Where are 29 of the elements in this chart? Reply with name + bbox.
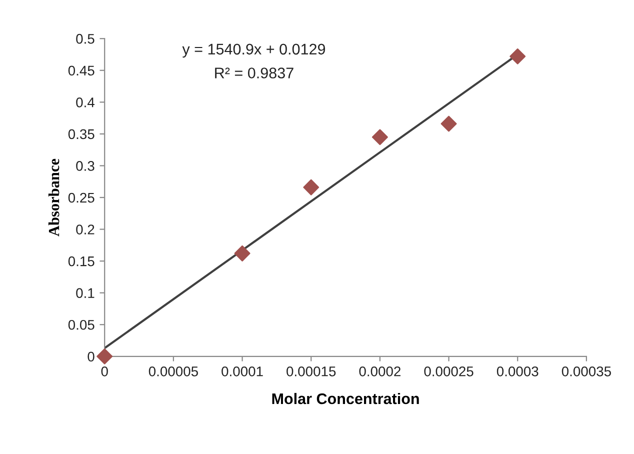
- x-tick-label: 0: [101, 366, 108, 376]
- annotation: R² = 0.9837: [215, 68, 294, 78]
- y-tick-label: 0.5: [76, 34, 94, 44]
- point: [440, 116, 457, 132]
- x-axis-title: Molar Concentration: [272, 392, 419, 404]
- x-tick-label: 0.00015: [286, 366, 336, 376]
- y-tick-label: 0.05: [68, 320, 94, 330]
- x-tick-label: 0.0001: [222, 366, 263, 376]
- y-tick-label: 0.2: [76, 224, 94, 234]
- point: [96, 348, 113, 364]
- x-tick-label: 0.00035: [562, 366, 611, 376]
- x-tick-label: 0.00005: [148, 366, 198, 376]
- x-tick-label: 0.00025: [424, 366, 474, 376]
- y-tick-label: 0.1: [76, 288, 94, 298]
- y-tick-label: 0: [88, 352, 94, 362]
- y-tick-label: 0.15: [68, 256, 94, 266]
- x-tick-label: 0.0002: [359, 366, 400, 376]
- y-tick-label: 0.25: [68, 192, 94, 203]
- y-tick-label: 0.35: [68, 129, 94, 140]
- y-axis-title: Absorbance: [48, 158, 60, 236]
- x-tick-label: 0.0003: [496, 366, 538, 376]
- y-tick-label: 0.4: [76, 97, 94, 108]
- annotation: y = 1540.9x + 0.0129: [182, 44, 326, 58]
- y-tick-label: 0.3: [76, 161, 94, 171]
- point: [510, 48, 526, 64]
- point: [234, 245, 250, 262]
- y-tick-label: 0.45: [68, 66, 94, 76]
- point: [372, 129, 388, 146]
- point: [303, 179, 320, 196]
